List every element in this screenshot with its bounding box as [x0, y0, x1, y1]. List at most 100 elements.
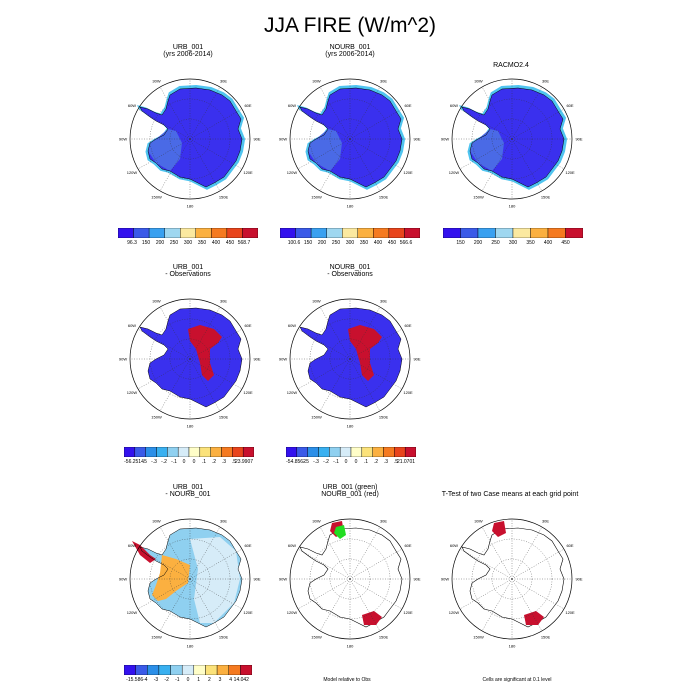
- colorbar-swatch: [495, 228, 514, 238]
- colorbar-tick-label: .3: [383, 459, 389, 465]
- longitude-label: 120E: [565, 610, 575, 615]
- colorbar-tick-label: -.3: [151, 459, 157, 465]
- polar-map-nourb: 30W 30E 60W 60E 90W 90E 120W 120E 150W 150E 180: [279, 78, 421, 208]
- longitude-label: 60E: [404, 103, 411, 108]
- longitude-label: 180: [347, 644, 354, 649]
- colorbar-tick-label: 200: [473, 240, 483, 246]
- colorbar-tick-label: -56.2514: [124, 459, 144, 465]
- colorbar-tick-label: -3: [153, 677, 159, 683]
- colorbar-swatch: [118, 228, 134, 238]
- colorbar-tick-label: -4: [143, 677, 148, 683]
- meridian-line: [349, 526, 381, 580]
- colorbar-swatch: [147, 665, 160, 675]
- colorbar-swatch: [134, 447, 146, 457]
- colorbar-swatch: [232, 447, 244, 457]
- map-boundary: [451, 78, 573, 200]
- colorbar-swatch: [280, 228, 296, 238]
- colorbar-swatch: [326, 228, 343, 238]
- longitude-label: 120W: [127, 170, 138, 175]
- colorbar-swatch: [373, 228, 390, 238]
- longitude-label: 90W: [119, 577, 127, 582]
- longitude-label: 90E: [575, 137, 582, 142]
- meridian-line: [349, 578, 403, 610]
- panel-title-ttest: T-Test of two Case means at each grid po…: [441, 491, 579, 498]
- colorbar-swatch: [443, 228, 461, 238]
- colorbar-swatch: [210, 447, 222, 457]
- colorbar-tick-label: 250: [169, 240, 179, 246]
- longitude-label: 150W: [311, 195, 322, 200]
- colorbar-tick-label: 568.7: [237, 240, 251, 246]
- longitude-label: 150E: [541, 635, 551, 640]
- coastline: [299, 307, 403, 408]
- colorbar-tick-label: 14.042: [233, 677, 249, 683]
- colorbar-tick-label: 23.9907: [234, 459, 254, 465]
- longitude-label: 90E: [413, 137, 420, 142]
- longitude-label: 60E: [244, 103, 251, 108]
- colorbar-swatch: [394, 447, 406, 457]
- longitude-label: 120E: [243, 170, 253, 175]
- significant-region-red: [524, 611, 544, 625]
- longitude-label: 30W: [474, 518, 482, 523]
- longitude-label: 180: [187, 204, 194, 209]
- colorbar-tick-label: 4: [229, 677, 233, 683]
- positive-field: [152, 555, 190, 601]
- longitude-label: 90E: [413, 577, 420, 582]
- colorbar-urb-obs: [124, 447, 254, 457]
- colorbar-tick-label: -2: [164, 677, 169, 683]
- panel-title-urb-nourb: URB_001- NOURB_001: [165, 484, 211, 498]
- colorbar-swatch: [124, 665, 136, 675]
- panel-title-urb-obs: URB_001- Observations: [165, 264, 211, 278]
- colorbar-swatch: [242, 228, 258, 238]
- colorbar-tick-label: -.5: [303, 459, 309, 465]
- longitude-label: 120E: [243, 390, 253, 395]
- positive-difference-field: [188, 325, 222, 381]
- colorbar-swatch: [135, 665, 148, 675]
- meridian-line: [511, 526, 543, 580]
- longitude-label: 30W: [312, 518, 320, 523]
- longitude-label: 90W: [119, 137, 127, 142]
- longitude-label: 30W: [152, 518, 160, 523]
- panel-title-nourb: NOURB_001 (yrs 2006-2014): [325, 44, 375, 58]
- colorbar-swatch: [357, 228, 374, 238]
- longitude-label: 150E: [219, 635, 229, 640]
- colorbar-swatch: [296, 447, 308, 457]
- longitude-label: 150W: [311, 415, 322, 420]
- colorbar-tick-label: 150: [141, 240, 151, 246]
- longitude-label: 180: [347, 424, 354, 429]
- longitude-label: 30W: [312, 298, 320, 303]
- coastline: [139, 87, 243, 188]
- longitude-label: 60W: [128, 543, 136, 548]
- meridian-line: [459, 578, 513, 610]
- meridian-line: [349, 578, 381, 632]
- longitude-label: 60E: [404, 543, 411, 548]
- significant-region-red: [492, 521, 506, 537]
- longitude-label: 120E: [565, 170, 575, 175]
- colorbar-tick-label: .2: [373, 459, 379, 465]
- longitude-label: 150W: [473, 635, 484, 640]
- colorbar-swatch: [156, 447, 168, 457]
- note-significance: Cells are significant at 0.1 level: [482, 677, 552, 683]
- colorbar-swatch: [383, 447, 395, 457]
- colorbar-tick-label: 2: [207, 677, 211, 683]
- meridian-line: [319, 578, 351, 632]
- colorbar-tick-label: -15.586: [126, 677, 144, 683]
- significant-region-red: [362, 611, 382, 625]
- polar-map-ttest: 30W 30E 60W 60E 90W 90E 120W 120E 150W 150E 180: [441, 518, 583, 648]
- longitude-label: 180: [187, 424, 194, 429]
- longitude-label: 90W: [441, 137, 449, 142]
- longitude-label: 90E: [253, 577, 260, 582]
- longitude-label: 120E: [403, 170, 413, 175]
- longitude-label: 60W: [450, 103, 458, 108]
- note-model-relative: Model relative to Obs: [323, 677, 371, 683]
- near-zero-field: [190, 537, 240, 623]
- colorbar-swatch: [195, 228, 212, 238]
- longitude-label: 60W: [288, 543, 296, 548]
- colorbar-tick-label: -.2: [161, 459, 167, 465]
- colorbar-tick-label: 200: [155, 240, 165, 246]
- longitude-label: 150E: [219, 415, 229, 420]
- ice-sheet-field: [300, 88, 402, 187]
- colorbar-tick-label: 350: [359, 240, 369, 246]
- colorbar-swatch: [211, 228, 228, 238]
- colorbar-swatch: [404, 447, 416, 457]
- colorbar-tick-label: -.1: [333, 459, 339, 465]
